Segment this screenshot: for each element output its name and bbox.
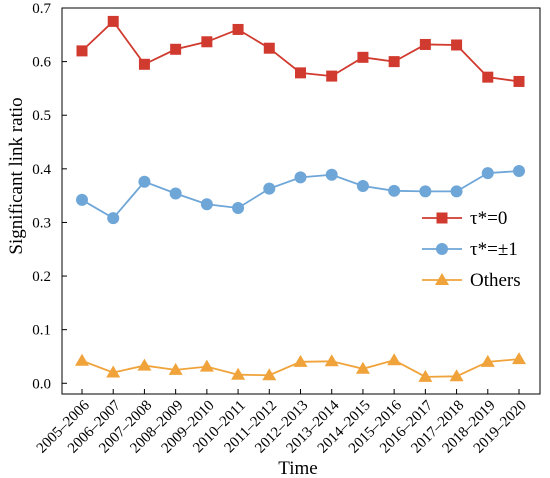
data-point <box>324 354 339 367</box>
data-point <box>107 212 120 225</box>
data-point <box>231 367 246 380</box>
legend-marker <box>436 243 448 255</box>
data-point <box>201 36 213 48</box>
data-point <box>325 168 338 181</box>
y-tick-label: 0.1 <box>32 323 51 339</box>
data-point <box>419 38 431 50</box>
y-axis-label: Significant link ratio <box>6 97 27 254</box>
data-point <box>137 358 152 371</box>
data-point <box>263 182 276 195</box>
legend-label: Others <box>470 270 521 291</box>
plot-frame <box>61 7 541 395</box>
data-point <box>262 368 277 381</box>
data-point <box>388 184 401 197</box>
legend-marker <box>435 273 449 285</box>
data-point <box>482 71 494 83</box>
data-point <box>107 15 119 27</box>
data-point <box>76 193 88 206</box>
x-axis-label: Time <box>278 458 317 478</box>
data-point <box>326 70 338 82</box>
data-point <box>75 353 89 366</box>
data-point <box>418 369 433 382</box>
data-point <box>138 58 150 70</box>
data-point <box>449 369 464 382</box>
data-point <box>200 198 213 211</box>
legend: τ*=0 τ*=±1 Others <box>422 208 521 291</box>
y-tick-label: 0.5 <box>32 108 51 124</box>
series-3 <box>75 352 526 382</box>
data-point <box>263 42 275 54</box>
legend-item: τ*=0 <box>422 208 507 229</box>
data-point <box>355 361 370 374</box>
data-point <box>138 175 151 188</box>
legend-label: τ*=±1 <box>470 239 518 260</box>
series-layer <box>75 15 526 382</box>
data-point <box>232 201 245 214</box>
data-point <box>294 171 307 184</box>
data-point <box>513 75 525 87</box>
data-point <box>170 43 182 55</box>
data-point <box>387 353 402 366</box>
data-point <box>199 359 214 372</box>
data-point <box>295 67 306 79</box>
data-point <box>357 51 369 63</box>
y-tick-label: 0.0 <box>32 376 51 392</box>
data-point <box>451 39 463 51</box>
data-point <box>419 185 432 198</box>
data-point <box>76 45 88 57</box>
data-point <box>232 23 244 35</box>
legend-item: τ*=±1 <box>422 239 518 260</box>
data-point <box>388 56 400 68</box>
legend-item: Others <box>422 270 521 291</box>
y-tick-label: 0.6 <box>32 55 51 71</box>
data-point <box>356 179 369 192</box>
x-axis-ticks: 2005–20062006–20072007–20082008–20092009… <box>34 389 530 457</box>
data-point <box>480 354 495 367</box>
data-point <box>481 167 494 180</box>
data-point <box>450 185 463 198</box>
y-tick-label: 0.2 <box>32 269 51 285</box>
data-point <box>106 365 121 378</box>
data-point <box>169 187 182 200</box>
data-point <box>513 164 525 177</box>
legend-label: τ*=0 <box>470 208 507 229</box>
series-1 <box>76 15 525 87</box>
data-point <box>168 362 183 375</box>
data-point <box>512 352 526 365</box>
legend-marker <box>436 212 448 224</box>
data-point <box>293 354 308 367</box>
y-tick-label: 0.4 <box>32 162 51 178</box>
y-tick-label: 0.3 <box>32 215 51 231</box>
y-axis-ticks: 0.0 0.1 0.2 0.3 0.4 0.5 0.6 0.7 <box>32 1 67 392</box>
y-tick-label: 0.7 <box>32 1 51 17</box>
series-2 <box>76 164 525 225</box>
